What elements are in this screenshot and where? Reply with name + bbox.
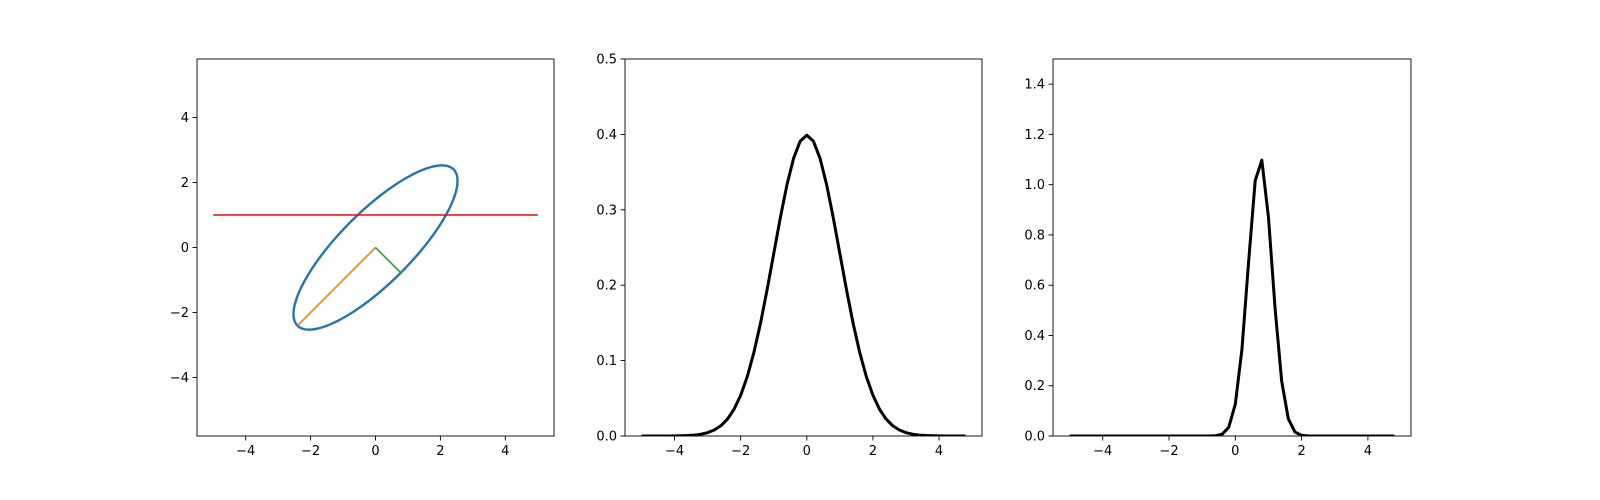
plot-area (213, 164, 538, 331)
x-tick-label: 0 (371, 444, 379, 459)
x-tick-label: −2 (731, 444, 750, 459)
y-tick-label: 0.1 (596, 354, 617, 369)
x-tick-label: 4 (501, 444, 509, 459)
y-tick-label: −2 (170, 306, 189, 321)
x-tick-label: −2 (301, 444, 320, 459)
axes-frame (1052, 58, 1412, 437)
y-tick-label: 0.6 (1024, 279, 1045, 294)
y-tick-label: 1.2 (1024, 128, 1045, 143)
x-tick-label: 2 (436, 444, 444, 459)
x-tick-label: 4 (1364, 444, 1372, 459)
axes-frame (624, 58, 983, 437)
x-tick-label: −4 (1093, 444, 1112, 459)
series-covariance-ellipse (292, 164, 459, 331)
series-conditional-density (1069, 158, 1395, 436)
y-tick-label: 0.8 (1024, 228, 1045, 243)
y-tick-label: 0.2 (596, 279, 617, 294)
y-tick-label: 0.2 (1024, 379, 1045, 394)
y-tick-label: 0.4 (596, 128, 617, 143)
series-minor-axis (374, 246, 402, 274)
y-tick-label: 0.4 (1024, 329, 1045, 344)
y-tick-label: 0.0 (1024, 430, 1045, 445)
x-tick-label: 2 (1297, 444, 1305, 459)
y-tick-label: 4 (181, 111, 189, 126)
x-tick-label: −4 (236, 444, 255, 459)
x-tick-label: 0 (1231, 444, 1239, 459)
plot-area (641, 133, 966, 436)
x-tick-label: 4 (935, 444, 943, 459)
y-tick-label: 0.5 (596, 53, 617, 68)
y-tick-label: 0.0 (596, 430, 617, 445)
series-marginal-density (641, 133, 966, 436)
y-tick-label: 0 (181, 241, 189, 256)
x-tick-label: −4 (665, 444, 684, 459)
marginal-density-panel: −4 −2 0 2 4 0.0 0.1 0.2 0.3 0.4 0.5 (596, 53, 983, 459)
x-tick-label: 2 (869, 444, 877, 459)
y-tick-label: 0.3 (596, 203, 617, 218)
series-major-axis (297, 246, 377, 327)
x-tick-label: 0 (803, 444, 811, 459)
y-tick-label: 1.4 (1024, 78, 1045, 93)
conditional-density-panel: −4 −2 0 2 4 0.0 0.2 0.4 0.6 0.8 1.0 1.2 1.4 (1024, 58, 1412, 459)
x-tick-label: −2 (1159, 444, 1178, 459)
y-tick-label: 1.0 (1024, 178, 1045, 193)
plot-area (1069, 158, 1395, 436)
y-tick-label: 2 (181, 176, 189, 191)
y-tick-label: −4 (170, 371, 189, 386)
ellipse-panel: −4 −2 0 2 4 −4 −2 0 2 4 (170, 58, 555, 459)
